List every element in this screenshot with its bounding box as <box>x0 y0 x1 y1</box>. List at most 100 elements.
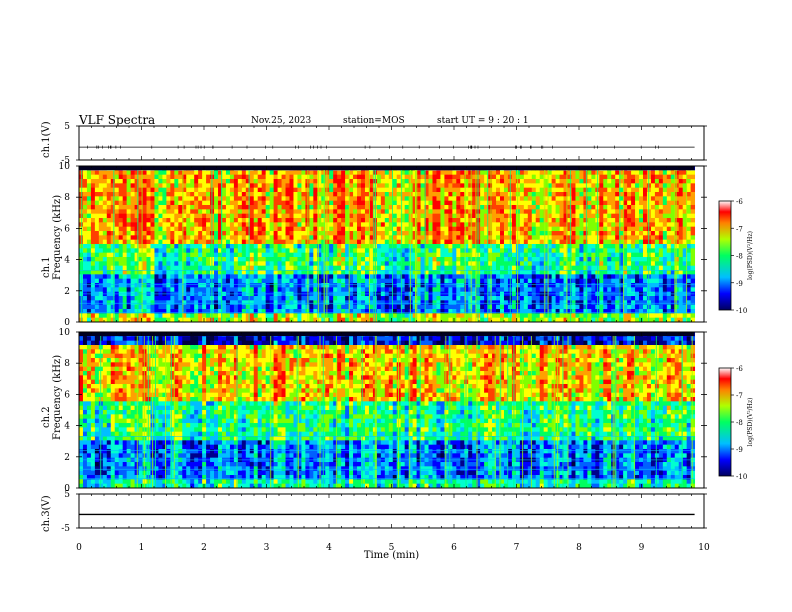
spectrogram-cell <box>146 309 151 314</box>
spectrogram-cell <box>357 205 362 210</box>
spectrogram-cell <box>539 261 545 267</box>
spectrogram-cell <box>627 200 632 206</box>
spectrogram-cell <box>563 257 568 262</box>
spectrogram-cell <box>607 313 612 319</box>
spectrogram-cell <box>106 278 112 284</box>
spectrogram-cell <box>269 278 275 284</box>
spectrogram-cell <box>337 283 342 288</box>
spectrogram-cell <box>281 317 286 323</box>
spectrogram-cell <box>337 239 342 245</box>
spectrogram-cell <box>599 248 604 254</box>
spectrogram-cell <box>289 183 294 189</box>
spectrogram-cell <box>519 270 525 275</box>
spectrogram-cell <box>325 196 330 202</box>
spectrogram-cell <box>142 304 147 310</box>
spectrogram-cell <box>539 300 545 306</box>
spectrogram-cell <box>523 231 529 236</box>
spectrogram-cell <box>464 244 469 249</box>
spectrogram-cell <box>392 257 398 262</box>
spectrogram-cell <box>249 231 255 236</box>
spectrogram-cell <box>412 244 417 249</box>
spectrogram-cell <box>361 304 366 310</box>
spectrogram-cell <box>190 183 195 189</box>
spectrogram-cell <box>150 222 155 228</box>
spectrogram-cell <box>551 218 557 223</box>
spectrogram-cell <box>221 231 227 236</box>
spectrogram-cell <box>170 187 175 193</box>
spectrogram-cell <box>130 239 135 245</box>
spectrogram-cell <box>333 209 338 215</box>
spectrogram-cell <box>118 183 124 189</box>
spectrogram-cell <box>436 226 441 232</box>
spectrogram-cell <box>333 231 338 236</box>
spectrogram-cell <box>301 244 306 249</box>
spectrogram-cell <box>357 261 362 267</box>
spectrogram-cell <box>599 183 604 189</box>
spectrogram-cell <box>138 248 143 254</box>
spectrogram-cell <box>599 270 604 275</box>
spectrogram-cell <box>285 261 290 267</box>
spectrogram-cell <box>531 205 537 210</box>
spectrogram-cell <box>368 252 374 258</box>
spectrogram-cell <box>150 278 155 284</box>
spectrogram-cell <box>333 174 338 180</box>
spectrogram-cell <box>488 270 493 275</box>
spectrogram-cell <box>611 183 616 189</box>
spectrogram-cell <box>527 278 533 284</box>
spectrogram-cell <box>257 252 263 258</box>
spectrogram-cell <box>531 313 537 319</box>
spectrogram-cell <box>444 213 449 219</box>
spectrogram-cell <box>154 252 159 258</box>
spectrogram-cell <box>194 222 199 228</box>
spectrogram-cell <box>118 213 124 219</box>
spectrogram-cell <box>456 309 461 314</box>
spectrogram-cell <box>361 170 366 176</box>
spectrogram-cell <box>480 313 485 319</box>
spectrogram-cell <box>571 196 576 202</box>
spectrogram-cell <box>396 196 402 202</box>
spectrogram-cell <box>503 200 509 206</box>
spectrogram-cell <box>555 252 560 258</box>
spectrogram-cell <box>412 192 417 197</box>
spectrogram-cell <box>233 274 239 280</box>
spectrogram-cell <box>627 252 632 258</box>
spectrogram-cell <box>345 274 350 280</box>
spectrogram-cell <box>90 196 96 202</box>
spectrogram-cell <box>361 287 366 293</box>
spectrogram-cell <box>106 274 112 280</box>
spectrogram-cell <box>484 174 489 180</box>
spectrogram-cell <box>146 313 151 319</box>
spectrogram-cell <box>392 218 398 223</box>
spectrogram-cell <box>206 287 211 293</box>
spectrogram-cell <box>468 270 473 275</box>
spectrogram-cell <box>503 187 509 193</box>
spectrogram-cell <box>202 252 207 258</box>
spectrogram-cell <box>206 252 211 258</box>
spectrogram-cell <box>535 231 541 236</box>
spectrogram-cell <box>444 257 449 262</box>
spectrogram-cell <box>567 213 572 219</box>
spectrogram-cell <box>134 313 139 319</box>
spectrogram-cell <box>404 205 410 210</box>
spectrogram-cell <box>555 265 560 271</box>
spectrogram-cell <box>571 213 576 219</box>
spectrogram-cell <box>543 283 549 288</box>
spectrogram-cell <box>221 317 227 323</box>
spectrogram-cell <box>567 300 572 306</box>
spectrogram-cell <box>225 226 231 232</box>
spectrogram-cell <box>543 296 549 301</box>
spectrogram-cell <box>503 287 509 293</box>
spectrogram-cell <box>603 309 608 314</box>
spectrogram-cell <box>190 196 195 202</box>
spectrogram-cell <box>353 187 358 193</box>
spectrogram-cell <box>261 296 267 301</box>
spectrogram-cell <box>341 261 346 267</box>
spectrogram-cell <box>416 261 421 267</box>
spectrogram-cell <box>126 187 132 193</box>
spectrogram-cell <box>424 231 429 236</box>
spectrogram-cell <box>118 257 124 262</box>
spectrogram-cell <box>472 174 477 180</box>
spectrogram-cell <box>261 239 267 245</box>
spectrogram-cell <box>607 257 612 262</box>
spectrogram-cell <box>579 187 584 193</box>
